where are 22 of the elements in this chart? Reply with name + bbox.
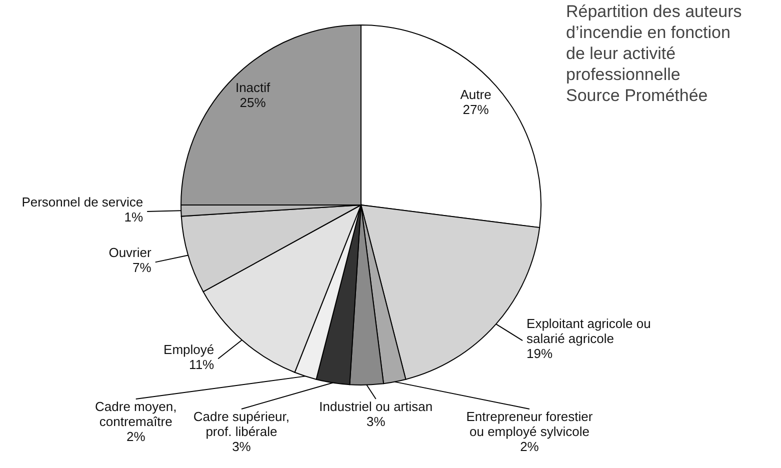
data-label: 7% bbox=[132, 260, 152, 276]
slice-label: Industriel ou artisan bbox=[319, 399, 433, 414]
slice-label: Exploitant agricole ou salarié agricole bbox=[526, 316, 651, 346]
data-label: 2% bbox=[126, 429, 146, 444]
slice-label: Ouvrier bbox=[108, 245, 152, 260]
slice-label: Inactif bbox=[235, 80, 271, 95]
data-label: 2% bbox=[520, 439, 540, 454]
slice-label: Personnel de service bbox=[22, 194, 144, 210]
data-label: 1% bbox=[124, 209, 144, 224]
data-label: 3% bbox=[366, 414, 386, 429]
text: Répartition des auteurs d’incendie en fonction de leur activité professionnelle bbox=[566, 2, 742, 84]
data-label: 19% bbox=[526, 346, 553, 362]
text: Source Prométhée bbox=[566, 86, 708, 105]
data-label: 11% bbox=[189, 356, 215, 372]
slice-label: Cadre supérieur, prof. libérale bbox=[193, 409, 290, 439]
slice-label: Cadre moyen, contremaître bbox=[95, 399, 177, 429]
data-label: 25% bbox=[240, 94, 266, 110]
slice-label: Entrepreneur forestier ou employé sylvicole bbox=[466, 409, 594, 439]
data-label: 27% bbox=[462, 102, 490, 117]
data-label: 3% bbox=[232, 439, 252, 454]
slice-label: Autre bbox=[460, 86, 492, 102]
slice-label: Employé bbox=[164, 342, 214, 357]
